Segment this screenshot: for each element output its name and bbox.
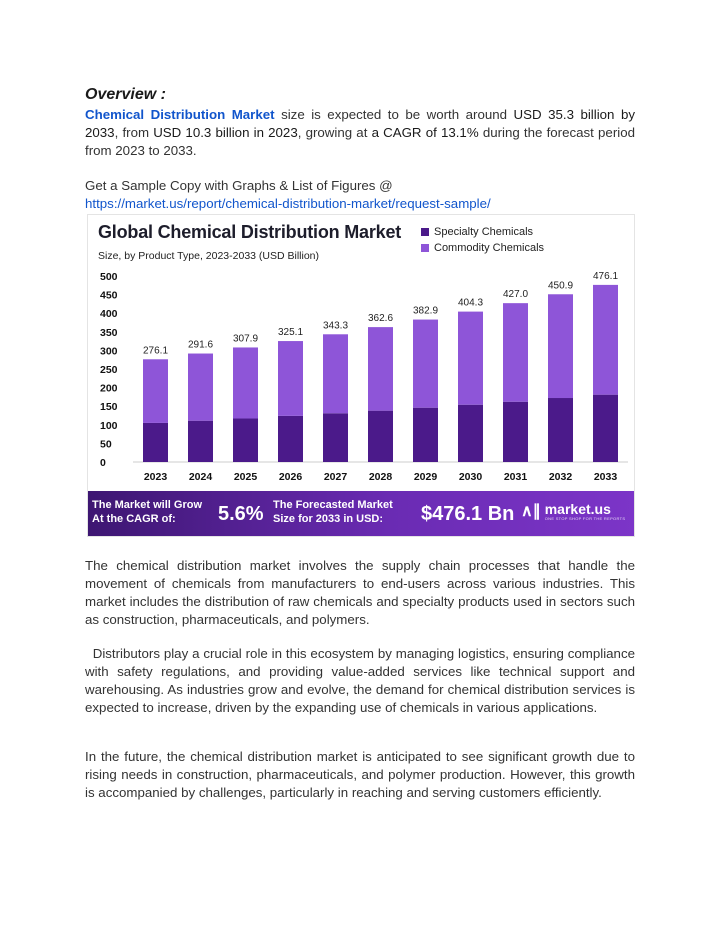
market-keyword: Chemical Distribution Market <box>85 107 275 122</box>
bar-total-label: 476.1 <box>593 271 618 282</box>
chart-title: Global Chemical Distribution Market <box>98 222 402 242</box>
bar-specialty <box>323 413 348 462</box>
bar-specialty <box>548 398 573 462</box>
x-tick-label: 2031 <box>504 471 528 483</box>
y-tick-label: 350 <box>100 327 118 339</box>
bar-total-label: 450.9 <box>548 280 573 291</box>
legend-swatch-specialty <box>421 228 429 236</box>
bar-total-label: 382.9 <box>413 306 438 317</box>
bar-commodity <box>458 311 483 405</box>
cagr-label: The Market will Grow At the CAGR of: <box>92 499 203 525</box>
forecast-label: The Forecasted Market Size for 2033 in U… <box>273 499 393 525</box>
bar-total-label: 362.6 <box>368 313 393 324</box>
x-tick-label: 2024 <box>189 471 213 483</box>
cagr-value: 5.6% <box>218 503 264 525</box>
bar-specialty <box>593 394 618 462</box>
bar-specialty <box>278 415 303 462</box>
overview-heading: Overview : <box>85 86 166 103</box>
bar-specialty <box>233 418 258 462</box>
market-us-logo: ∧∥ market.us ONE STOP SHOP FOR THE REPOR… <box>521 501 625 521</box>
y-tick-label: 450 <box>100 290 118 302</box>
legend-label-specialty: Specialty Chemicals <box>434 226 534 238</box>
logo-name: market.us <box>544 500 611 517</box>
bar-commodity <box>188 353 213 421</box>
bar-specialty <box>503 401 528 462</box>
bar-specialty <box>368 410 393 462</box>
y-tick-label: 400 <box>100 308 118 320</box>
forecast-value: $476.1 Bn <box>421 503 515 525</box>
summary-banner: The Market will Grow At the CAGR of: 5.6… <box>88 491 634 536</box>
legend-swatch-commodity <box>421 244 429 252</box>
y-tick-label: 300 <box>100 345 118 357</box>
bar-commodity <box>503 303 528 402</box>
bar-total-label: 276.1 <box>143 345 168 356</box>
bar-commodity <box>413 319 438 408</box>
y-tick-label: 50 <box>100 438 112 450</box>
bar-commodity <box>593 284 618 395</box>
bar-total-label: 291.6 <box>188 340 213 351</box>
stacked-bar-chart: 0 50 100 150 200 250 300 350 400 450 500 276.1 2023 2… <box>100 271 628 483</box>
x-tick-label: 2023 <box>144 471 168 483</box>
x-tick-label: 2032 <box>549 471 573 483</box>
bar-specialty <box>188 420 213 462</box>
y-tick-label: 250 <box>100 364 118 376</box>
logo-tagline: ONE STOP SHOP FOR THE REPORTS <box>544 515 626 521</box>
y-tick-label: 500 <box>100 271 118 283</box>
bar-commodity <box>233 347 258 419</box>
legend-item-commodity: Commodity Chemicals <box>421 240 544 256</box>
x-tick-label: 2030 <box>459 471 483 483</box>
x-tick-label: 2025 <box>234 471 258 483</box>
sample-link[interactable]: https://market.us/report/chemical-distri… <box>85 196 491 211</box>
x-tick-label: 2029 <box>414 471 438 483</box>
chart-legend: Specialty Chemicals Commodity Chemicals <box>421 224 544 256</box>
bar-specialty <box>143 422 168 462</box>
body-paragraph-2: Distributors play a crucial role in this… <box>85 646 635 715</box>
bar-total-label: 325.1 <box>278 327 303 338</box>
market-size-2023: USD 10.3 billion in 2023 <box>153 125 298 140</box>
logo-mark-icon: ∧∥ <box>521 503 541 520</box>
bar-total-label: 404.3 <box>458 298 483 309</box>
legend-item-specialty: Specialty Chemicals <box>421 224 544 240</box>
cagr-highlight: a CAGR of 13.1% <box>371 125 479 140</box>
x-tick-label: 2027 <box>324 471 348 483</box>
x-tick-label: 2026 <box>279 471 303 483</box>
y-tick-label: 150 <box>100 401 118 413</box>
bar-total-label: 307.9 <box>233 333 258 344</box>
bar-total-label: 427.0 <box>503 289 528 300</box>
y-tick-label: 200 <box>100 383 118 395</box>
bar-commodity <box>548 294 573 399</box>
legend-label-commodity: Commodity Chemicals <box>434 242 545 254</box>
bar-commodity <box>368 327 393 411</box>
body-paragraph-1: The chemical distribution market involve… <box>85 558 635 627</box>
y-tick-label: 100 <box>100 420 118 432</box>
market-size-2033: USD 35.3 billion by 2033 <box>85 107 635 140</box>
x-tick-label: 2028 <box>369 471 393 483</box>
y-tick-label: 0 <box>100 457 106 469</box>
overview-paragraph: Chemical Distribution Market size is exp… <box>85 107 635 158</box>
bar-commodity <box>143 359 168 423</box>
bar-commodity <box>323 334 348 414</box>
bar-total-label: 343.3 <box>323 320 348 331</box>
bar-specialty <box>458 404 483 462</box>
x-tick-label: 2033 <box>594 471 618 483</box>
sample-copy-text: Get a Sample Copy with Graphs & List of … <box>85 178 393 193</box>
market-infographic: 0 50 100 150 200 250 300 350 400 450 500 276.1 2023 2… <box>87 214 635 537</box>
bar-commodity <box>278 341 303 416</box>
bar-specialty <box>413 407 438 462</box>
chart-subtitle: Size, by Product Type, 2023-2033 (USD Bi… <box>98 250 320 262</box>
body-paragraph-3: In the future, the chemical distribution… <box>85 749 635 800</box>
